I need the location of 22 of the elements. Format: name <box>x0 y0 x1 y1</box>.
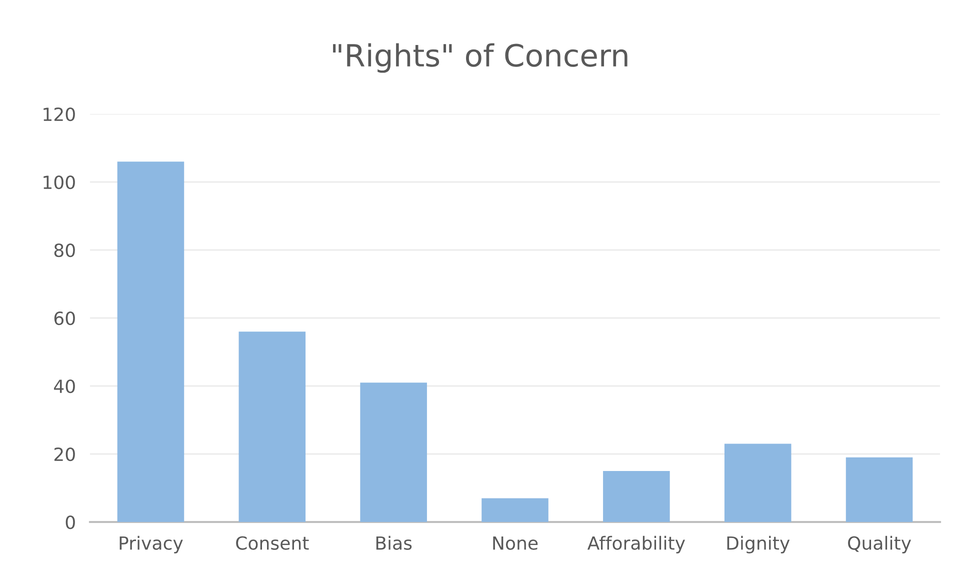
y-tick-label: 80 <box>54 243 75 258</box>
x-tick-label: Dignity <box>727 536 790 554</box>
y-tick-label: 60 <box>54 311 75 326</box>
y-tick-label: 120 <box>44 107 75 122</box>
x-tick-label: Bias <box>376 536 412 550</box>
x-tick-label: Privacy <box>120 536 183 554</box>
x-tick-label: None <box>493 536 538 550</box>
bar <box>603 471 670 522</box>
bar <box>238 332 306 522</box>
x-tick-label: Consent <box>236 536 309 550</box>
x-tick-label: Afforability <box>587 536 685 554</box>
y-tick-label: 100 <box>44 175 75 190</box>
x-tick-label: Quality <box>848 536 912 554</box>
bar <box>846 457 913 522</box>
bar <box>360 382 427 522</box>
bar <box>117 162 184 522</box>
y-tick-label: 20 <box>54 447 75 462</box>
bar <box>482 498 548 522</box>
chart-title: "Rights" of Concern <box>333 43 628 73</box>
y-tick-label: 40 <box>54 379 75 394</box>
y-tick-label: 0 <box>66 515 75 530</box>
bar <box>724 444 792 522</box>
